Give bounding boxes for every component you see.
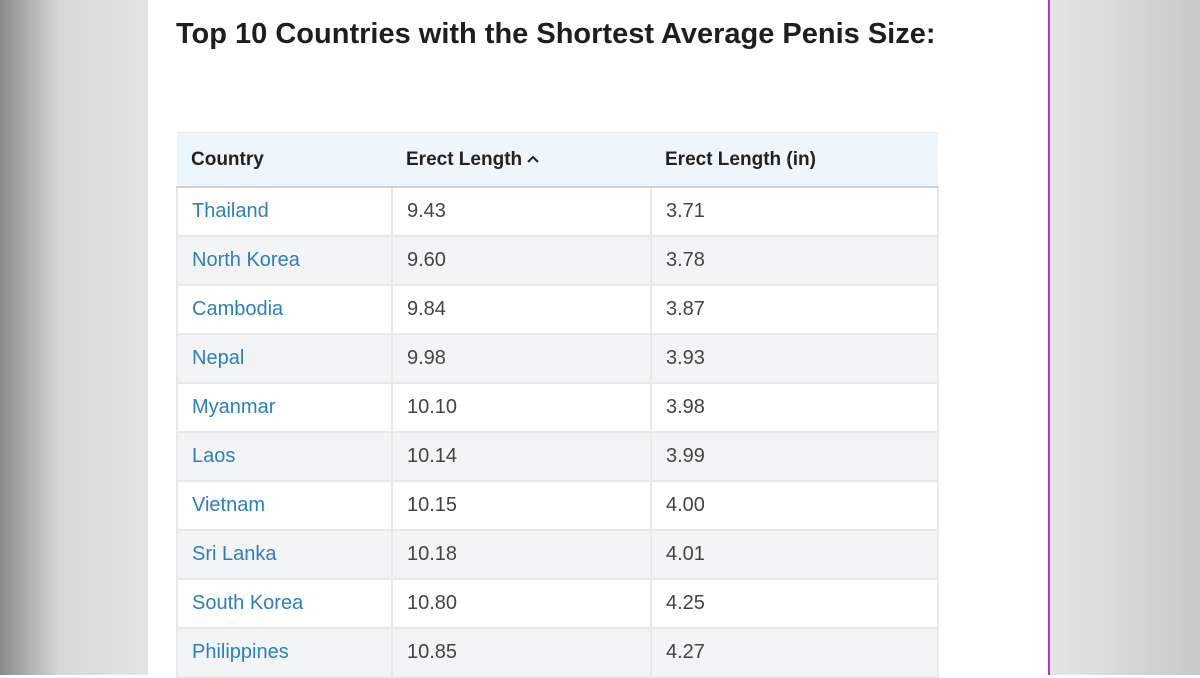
heading: Top 10 Countries with the Shortest Avera… bbox=[176, 18, 936, 50]
content-panel: Top 10 Countries with the Shortest Avera… bbox=[148, 0, 1050, 678]
country-link[interactable]: Nepal bbox=[176, 333, 393, 384]
table-head: Country Erect Length Erect Length (in) bbox=[177, 132, 938, 188]
column-header[interactable]: Country bbox=[177, 132, 392, 188]
cell: 10.85 bbox=[391, 627, 652, 678]
cell: 3.78 bbox=[650, 235, 939, 286]
country-link[interactable]: Thailand bbox=[176, 186, 393, 237]
cell: 10.14 bbox=[391, 431, 652, 482]
column-header[interactable]: Erect Length bbox=[392, 132, 651, 188]
header-row: Country Erect Length Erect Length (in) bbox=[177, 132, 938, 188]
country-link[interactable]: Vietnam bbox=[176, 480, 393, 531]
sort-arrow bbox=[527, 156, 539, 164]
cell: 9.60 bbox=[391, 235, 652, 286]
country-link[interactable]: South Korea bbox=[176, 578, 393, 629]
cell: 10.80 bbox=[391, 578, 652, 629]
cell: 3.93 bbox=[650, 333, 939, 384]
table-row: Sri Lanka 10.18 4.01 bbox=[176, 529, 939, 580]
cell: 10.15 bbox=[391, 480, 652, 531]
table-row: Myanmar 10.10 3.98 bbox=[176, 382, 939, 433]
cell: 9.43 bbox=[391, 186, 652, 237]
table-row: Laos 10.14 3.99 bbox=[176, 431, 939, 482]
country-link[interactable]: Laos bbox=[176, 431, 393, 482]
table-row: Cambodia 9.84 3.87 bbox=[176, 284, 939, 335]
column-header[interactable]: Erect Length (in) bbox=[651, 132, 938, 188]
cell: 9.84 bbox=[391, 284, 652, 335]
cell: 4.25 bbox=[650, 578, 939, 629]
table-body: Thailand 9.43 3.71 North Korea 9.60 3.78 Cambo… bbox=[176, 186, 939, 678]
cell: 3.98 bbox=[650, 382, 939, 433]
country-link[interactable]: Cambodia bbox=[176, 284, 393, 335]
country-link[interactable]: Philippines bbox=[176, 627, 393, 678]
table-row: Thailand 9.43 3.71 bbox=[176, 186, 939, 237]
country-link[interactable]: Sri Lanka bbox=[176, 529, 393, 580]
table-row: Vietnam 10.15 4.00 bbox=[176, 480, 939, 531]
header-text: Country bbox=[191, 148, 264, 170]
cell: 9.98 bbox=[391, 333, 652, 384]
table-row: North Korea 9.60 3.78 bbox=[176, 235, 939, 286]
cell: 10.18 bbox=[391, 529, 652, 580]
table-row: Philippines 10.85 4.27 bbox=[176, 627, 939, 678]
header-text: Erect Length bbox=[406, 148, 523, 170]
header-text: Erect Length (in) bbox=[665, 148, 816, 170]
cell: 10.10 bbox=[391, 382, 652, 433]
data-table: Country Erect Length Erect Length (in) T… bbox=[176, 132, 939, 678]
table-row: South Korea 10.80 4.25 bbox=[176, 578, 939, 629]
cell: 3.71 bbox=[650, 186, 939, 237]
cell: 3.99 bbox=[650, 431, 939, 482]
cell: 4.27 bbox=[650, 627, 939, 678]
cell: 4.01 bbox=[650, 529, 939, 580]
cell: 3.87 bbox=[650, 284, 939, 335]
cell: 4.00 bbox=[650, 480, 939, 531]
table-row: Nepal 9.98 3.93 bbox=[176, 333, 939, 384]
country-link[interactable]: North Korea bbox=[176, 235, 393, 286]
country-link[interactable]: Myanmar bbox=[176, 382, 393, 433]
